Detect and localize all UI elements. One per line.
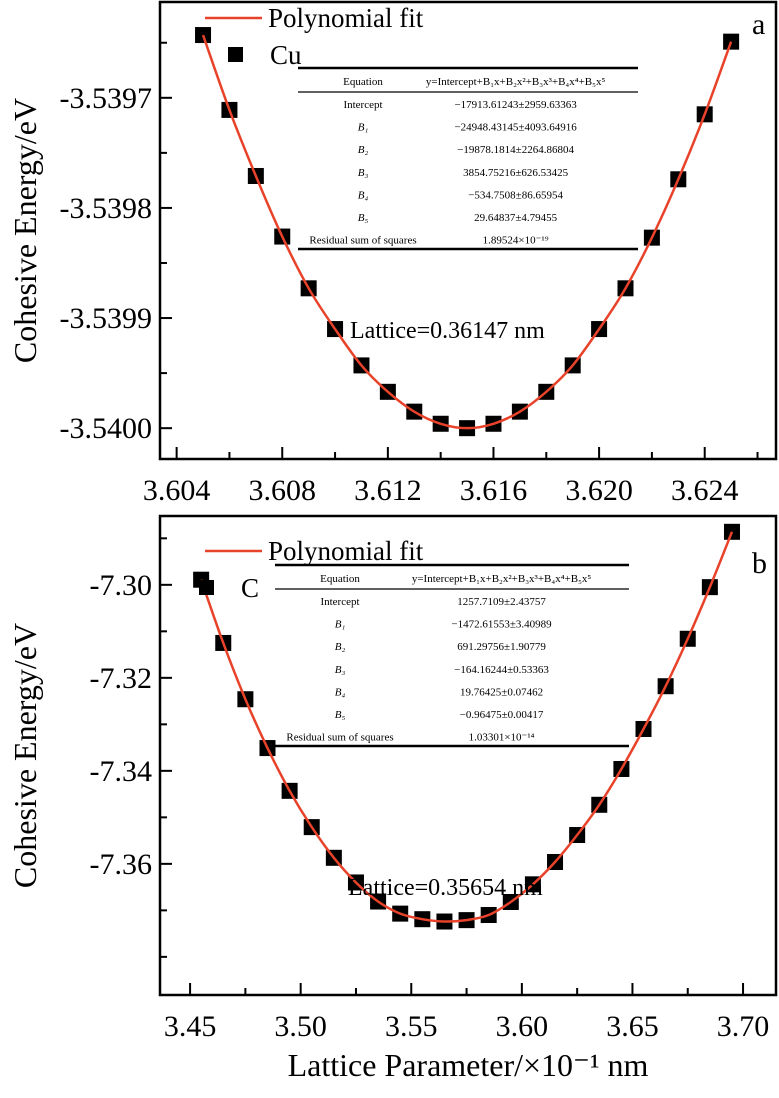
- y-tick-label: -7.34: [90, 755, 153, 788]
- table-row-value: −19878.1814±2264.86804: [457, 144, 574, 156]
- table-row-label: B₄: [358, 189, 369, 201]
- table-row-value: −17913.61243±2959.63363: [454, 99, 577, 111]
- fit-curve: [201, 34, 733, 430]
- fit-table: Equation y=Intercept+B₁x+B₂x²+B₃x³+B₄x⁴+B…: [298, 66, 638, 251]
- table-row-value: 1.89524×10⁻¹⁹: [483, 235, 549, 247]
- y-tick-label: -7.32: [90, 662, 153, 695]
- y-tick-label: -3.5398: [60, 192, 153, 225]
- x-tick-label: 3.50: [274, 1010, 327, 1043]
- y-tick-label: -3.5399: [60, 302, 153, 335]
- table-header-cell: Equation: [320, 573, 360, 585]
- y-axis-title: Cohesive Energy/eV: [7, 98, 43, 363]
- y-axis-title: Cohesive Energy/eV: [7, 623, 43, 888]
- x-tick-label: 3.45: [164, 1010, 217, 1043]
- x-axis-title: Lattice Parameter/×10⁻¹ nm: [288, 1047, 649, 1083]
- table-row-value: 1257.7109±2.43757: [457, 596, 546, 608]
- plot-frame: [158, 0, 778, 461]
- table-row-label: B₄: [335, 686, 346, 698]
- fit-table: Equation y=Intercept+B₁x+B₂x²+B₃x³+B₄x⁴+B…: [275, 563, 629, 748]
- y-tick-label: -7.30: [90, 569, 153, 602]
- table-row-label: B₁: [335, 619, 346, 631]
- y-tick-label: -3.5400: [60, 412, 153, 445]
- table-row-label: Intercept: [320, 596, 359, 608]
- x-tick-label: 3.616: [460, 474, 528, 507]
- table-row-value: −24948.43145±4093.64916: [454, 122, 577, 134]
- table-row-label: B₂: [358, 144, 369, 156]
- legend-label-fit: Polynomial fit: [268, 536, 424, 566]
- legend-marker-swatch: [199, 580, 214, 595]
- panel-label: a: [752, 8, 765, 41]
- x-tick-label: 3.65: [606, 1010, 659, 1043]
- table-row-value: −0.96475±0.00417: [460, 709, 544, 721]
- table-row-label: B₃: [358, 167, 369, 179]
- table-row-label: Intercept: [343, 99, 382, 111]
- fit-curve: [199, 531, 734, 923]
- lattice-annotation: Lattice=0.35654 nm: [348, 875, 543, 901]
- table-header-cell: y=Intercept+B₁x+B₂x²+B₃x³+B₄x⁴+B₅x⁵: [426, 76, 606, 88]
- table-row-value: −164.16244±0.53363: [454, 664, 549, 676]
- legend-label-fit: Polynomial fit: [268, 3, 424, 33]
- panel-a: 3.604 3.608 3.612 3.616 3.620 3.624 -3.5397 -3.…: [7, 0, 778, 507]
- table-header-cell: y=Intercept+B₁x+B₂x²+B₃x³+B₄x⁴+B₅x⁵: [412, 573, 592, 585]
- x-tick-label: 3.620: [565, 474, 633, 507]
- table-row-label: B₅: [335, 709, 346, 721]
- x-tick-label: 3.70: [717, 1010, 770, 1043]
- table-row-value: 3854.75216±626.53425: [463, 167, 569, 179]
- panel-b: 3.45 3.50 3.55 3.60 3.65 3.70 -7.30 -7.32 -7.34 -…: [7, 514, 778, 1083]
- table-row-label: Residual sum of squares: [309, 235, 416, 247]
- table-row-value: 1.03301×10⁻¹⁴: [469, 732, 535, 744]
- lattice-annotation: Lattice=0.36147 nm: [350, 318, 545, 344]
- table-row-label: B₁: [358, 122, 369, 134]
- x-tick-label: 3.608: [248, 474, 316, 507]
- legend-label-element: C: [241, 573, 259, 603]
- table-row-value: −1472.61553±3.40989: [451, 619, 552, 631]
- table-row-value: 691.29756±1.90779: [457, 641, 546, 653]
- panel-label: b: [752, 547, 767, 580]
- x-tick-label: 3.612: [354, 474, 422, 507]
- table-row-label: B₅: [358, 212, 369, 224]
- x-tick-label: 3.55: [385, 1010, 438, 1043]
- y-tick-label: -7.36: [90, 848, 153, 881]
- y-tick-label: -3.5397: [60, 82, 153, 115]
- x-tick-label: 3.60: [496, 1010, 549, 1043]
- table-row-value: 19.76425±0.07462: [460, 686, 543, 698]
- table-header-cell: Equation: [343, 76, 383, 88]
- table-row-value: 29.64837±4.79455: [474, 212, 558, 224]
- legend-label-element: Cu: [270, 40, 302, 70]
- table-row-label: B₂: [335, 641, 346, 653]
- x-tick-label: 3.624: [671, 474, 739, 507]
- x-tick-label: 3.604: [143, 474, 211, 507]
- table-row-label: Residual sum of squares: [286, 732, 393, 744]
- legend-marker-swatch: [228, 47, 243, 62]
- table-row-value: −534.7508±86.65954: [468, 189, 563, 201]
- plot-frame: [158, 514, 778, 997]
- table-row-label: B₃: [335, 664, 346, 676]
